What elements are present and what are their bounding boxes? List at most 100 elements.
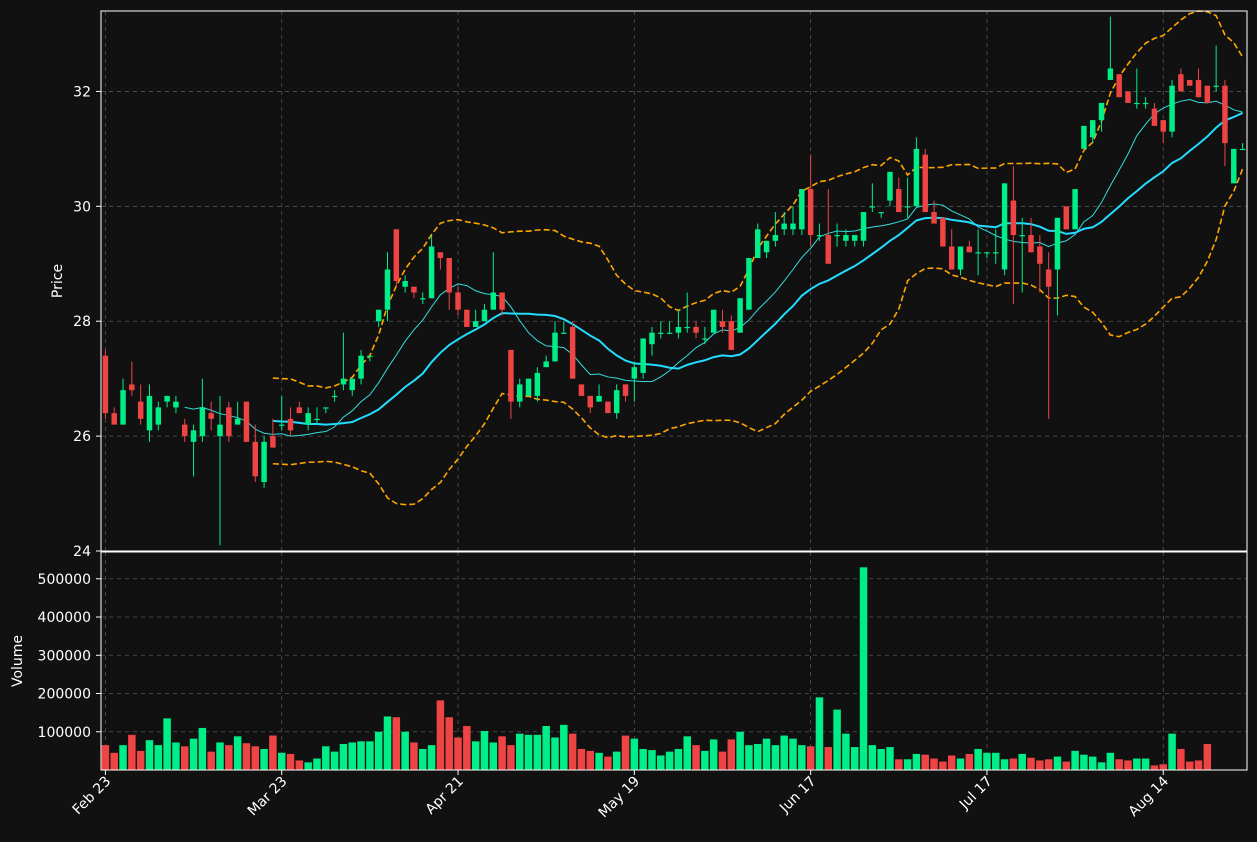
candle-body (455, 292, 461, 310)
candle-body (913, 148, 920, 207)
candle-body (763, 240, 770, 253)
candle-body (666, 332, 673, 334)
candle-body (367, 355, 373, 357)
candle-body (420, 298, 426, 300)
volume-bar (956, 758, 965, 770)
candle-body (1142, 102, 1149, 105)
volume-bar (886, 747, 894, 770)
volume-bar (718, 751, 727, 770)
price-tick-label: 30 (73, 199, 91, 215)
candle-body (710, 309, 717, 333)
volume-bar (471, 741, 480, 770)
candle-body (411, 286, 417, 293)
candle-body (508, 349, 514, 402)
volume-bar (524, 734, 533, 770)
moving-averages (184, 98, 1244, 437)
candle-body (622, 384, 629, 396)
candle-body (1089, 120, 1096, 138)
candle-body (472, 321, 479, 327)
candle-body (904, 206, 911, 208)
candle-body (120, 390, 126, 425)
candle-body (164, 395, 170, 402)
volume-bar (1159, 764, 1168, 770)
candle-body (640, 338, 646, 373)
candle-body (1001, 183, 1008, 270)
volume-bar (163, 718, 171, 770)
volume-bar (515, 733, 524, 770)
volume-bar (648, 750, 656, 770)
candle-body (437, 252, 444, 259)
candle-body (1178, 74, 1184, 92)
volume-bar (1062, 761, 1071, 770)
volume-bar (322, 746, 330, 770)
candle-body (561, 332, 567, 334)
candle-body (807, 189, 814, 236)
candle-body (922, 154, 928, 213)
candle-body (1072, 189, 1078, 230)
volume-bar (1185, 761, 1194, 770)
volume-bar (639, 748, 647, 770)
volume-bar (789, 738, 797, 770)
volume-axis-label: Volume (10, 635, 26, 687)
volume-bar (1106, 752, 1115, 770)
volume-bar (454, 737, 462, 770)
candle-body (1213, 85, 1219, 87)
candle-body (613, 390, 620, 414)
candle-body (587, 395, 593, 408)
volume-bar (277, 752, 286, 770)
volume-bar (1150, 765, 1159, 770)
volume-bar (128, 734, 136, 770)
volume-bar (1141, 758, 1150, 770)
candlesticks (102, 16, 1246, 546)
volume-bar (392, 717, 401, 770)
volume-bar (833, 709, 841, 770)
price-tick-label: 32 (73, 84, 91, 100)
volume-bar (824, 747, 833, 770)
volume-bar (119, 745, 127, 770)
volume-bar (269, 735, 277, 770)
volume-bar (1133, 758, 1141, 770)
candle-body (755, 229, 761, 259)
price-y-ticks: 24 26 28 30 32 (73, 84, 101, 560)
volume-bar (1000, 759, 1009, 770)
volume-bar (903, 759, 912, 770)
volume-bar (410, 742, 418, 770)
sma-20-line (272, 112, 1244, 426)
volume-bar (533, 734, 542, 770)
candle-body (596, 395, 602, 402)
volume-bar (736, 731, 744, 770)
volume-bar (1053, 756, 1062, 770)
candle-body (578, 384, 585, 396)
volume-bar (921, 754, 929, 770)
volume-bar (568, 733, 577, 770)
volume-bar (1177, 748, 1185, 770)
volume-bar (1036, 760, 1044, 770)
candle-body (1125, 91, 1131, 103)
volume-bar (1009, 758, 1018, 770)
volume-bar (383, 716, 392, 770)
volume-bar (489, 742, 498, 770)
candle-body (137, 401, 144, 419)
volume-bar (753, 743, 762, 770)
volume-bar (374, 731, 383, 770)
candle-body (173, 401, 179, 408)
candle-body (464, 309, 470, 327)
candle-body (296, 407, 303, 414)
volume-bar (330, 751, 339, 770)
volume-bar (1071, 750, 1079, 770)
candle-body (719, 321, 726, 327)
volume-bar (207, 751, 215, 770)
candle-body (834, 235, 840, 237)
volume-bar (815, 697, 824, 770)
candle-body (525, 378, 532, 396)
candle-body (1169, 85, 1175, 132)
volume-bar (895, 759, 903, 770)
volume-bar (701, 750, 709, 770)
candle-body (1204, 85, 1211, 103)
candle-body (1116, 74, 1122, 98)
candle-body (490, 292, 497, 310)
volume-bar (110, 752, 118, 770)
volume-tick-label: 300000 (38, 648, 91, 664)
candle-body (569, 326, 576, 379)
volume-bar (419, 748, 427, 770)
